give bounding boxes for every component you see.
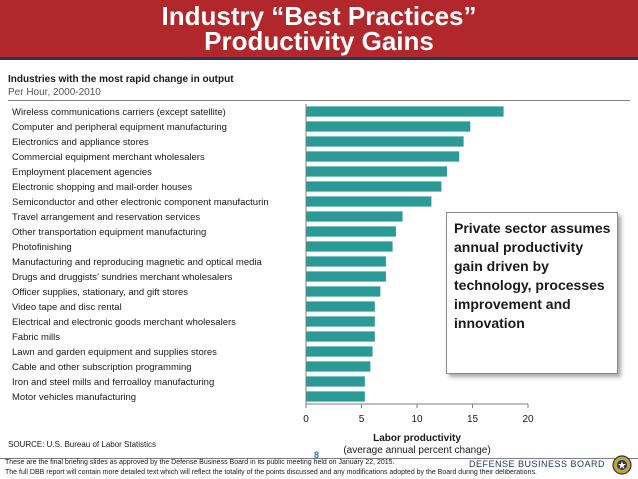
category-label: Computer and peripheral equipment manufa… <box>12 122 227 133</box>
bar <box>306 361 371 372</box>
chart-title: Industries with the most rapid change in… <box>8 74 234 85</box>
category-label: Lawn and garden equipment and supplies s… <box>12 347 217 358</box>
bar <box>306 241 393 252</box>
x-axis-subtitle: (average annual percent change) <box>343 445 490 456</box>
category-label: Commercial equipment merchant wholesaler… <box>12 152 205 163</box>
category-label: Motor vehicles manufacturing <box>12 392 136 403</box>
bar <box>306 271 386 282</box>
category-label: Semiconductor and other electronic compo… <box>12 197 269 208</box>
dbb-logo-text: DEFENSE BUSINESS BOARD <box>466 459 606 469</box>
footnote-line1: These are the final briefing slides as a… <box>5 459 395 466</box>
bar <box>306 136 464 147</box>
category-label: Electronics and appliance stores <box>12 137 149 148</box>
x-axis-title: Labor productivity <box>373 433 461 444</box>
category-label: Other transportation equipment manufactu… <box>12 227 206 238</box>
bar <box>306 391 365 402</box>
x-tick-label: 10 <box>411 414 423 425</box>
dbb-seal-icon <box>612 455 632 475</box>
bar <box>306 151 460 162</box>
source-note: SOURCE: U.S. Bureau of Labor Statistics <box>8 440 157 449</box>
category-label: Travel arrangement and reservation servi… <box>12 212 200 223</box>
category-label: Iron and steel mills and ferroalloy manu… <box>12 377 214 388</box>
slide-title-line1: Industry “Best Practices” <box>161 1 477 31</box>
header-divider <box>0 57 638 60</box>
bar <box>306 211 403 222</box>
footer-divider <box>0 458 638 459</box>
category-label: Electronic shopping and mail-order house… <box>12 182 192 193</box>
category-label: Photofinishing <box>12 242 72 253</box>
chart-title-divider <box>8 100 630 101</box>
slide-title-line2: Productivity Gains <box>204 26 434 56</box>
bar <box>306 376 365 387</box>
bar <box>306 346 373 357</box>
category-label: Manufacturing and reproducing magnetic a… <box>12 257 263 268</box>
bar <box>306 226 396 237</box>
category-label: Drugs and druggists’ sundries merchant w… <box>12 272 233 283</box>
bar <box>306 196 432 207</box>
bar <box>306 301 375 312</box>
category-label: Employment placement agencies <box>12 167 152 178</box>
header-bar: Industry “Best Practices” Productivity G… <box>0 0 638 57</box>
bar <box>306 166 447 177</box>
footnote-line2: The full DBB report will contain more de… <box>5 469 537 476</box>
bar <box>306 286 381 297</box>
bar <box>306 121 471 132</box>
category-label: Video tape and disc rental <box>12 302 122 313</box>
x-tick-label: 20 <box>522 414 534 425</box>
callout-box: Private sector assumes annual productivi… <box>446 212 618 374</box>
chart-subtitle: Per Hour, 2000-2010 <box>8 87 101 98</box>
category-label: Cable and other subscription programming <box>12 362 192 373</box>
category-label: Electrical and electronic goods merchant… <box>12 317 236 328</box>
x-tick-label: 0 <box>303 414 309 425</box>
category-label: Fabric mills <box>12 332 60 343</box>
bar <box>306 256 386 267</box>
category-label: Wireless communications carriers (except… <box>12 107 226 118</box>
bar <box>306 316 375 327</box>
page-number: 8 <box>314 450 320 460</box>
category-label: Officer supplies, stationary, and gift s… <box>12 287 188 298</box>
bar <box>306 331 375 342</box>
bar <box>306 181 442 192</box>
x-tick-label: 15 <box>467 414 479 425</box>
x-tick-label: 5 <box>359 414 365 425</box>
bar <box>306 106 504 117</box>
callout-text: Private sector assumes annual productivi… <box>454 220 611 331</box>
